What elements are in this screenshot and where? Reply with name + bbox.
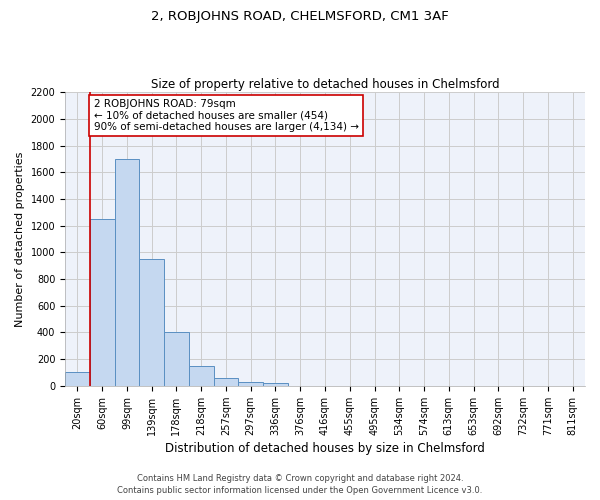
- Bar: [214, 378, 238, 386]
- Y-axis label: Number of detached properties: Number of detached properties: [15, 152, 25, 326]
- Bar: [189, 366, 214, 386]
- Text: 2, ROBJOHNS ROAD, CHELMSFORD, CM1 3AF: 2, ROBJOHNS ROAD, CHELMSFORD, CM1 3AF: [151, 10, 449, 23]
- Bar: [263, 383, 288, 386]
- Text: 2 ROBJOHNS ROAD: 79sqm
← 10% of detached houses are smaller (454)
90% of semi-de: 2 ROBJOHNS ROAD: 79sqm ← 10% of detached…: [94, 99, 359, 132]
- Bar: [139, 259, 164, 386]
- Text: Contains HM Land Registry data © Crown copyright and database right 2024.
Contai: Contains HM Land Registry data © Crown c…: [118, 474, 482, 495]
- Title: Size of property relative to detached houses in Chelmsford: Size of property relative to detached ho…: [151, 78, 499, 91]
- Bar: [238, 382, 263, 386]
- Bar: [164, 332, 189, 386]
- X-axis label: Distribution of detached houses by size in Chelmsford: Distribution of detached houses by size …: [165, 442, 485, 455]
- Bar: [115, 159, 139, 386]
- Bar: [65, 372, 90, 386]
- Bar: [90, 219, 115, 386]
